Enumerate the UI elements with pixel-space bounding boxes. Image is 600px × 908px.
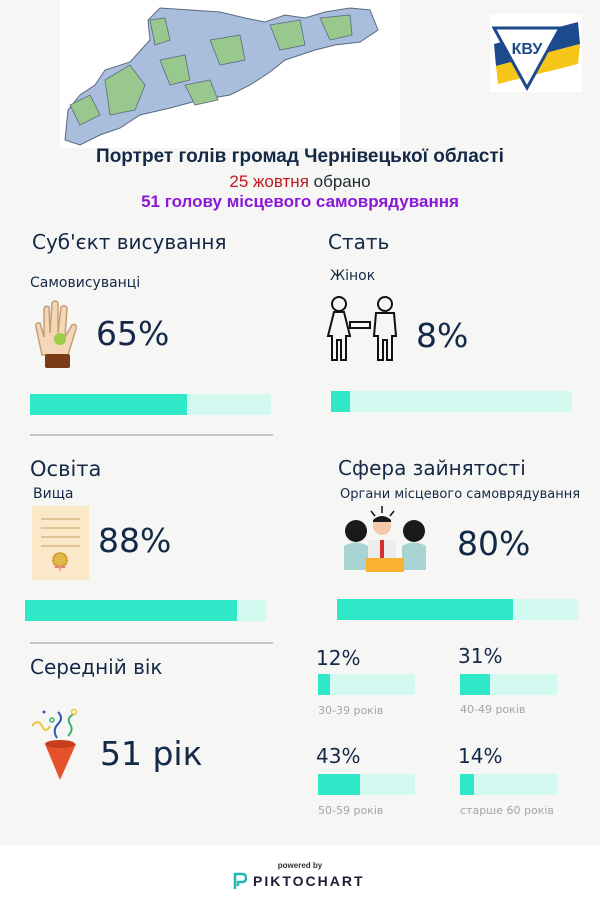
svg-text:КВУ: КВУ xyxy=(512,41,544,58)
age-group-progress-bar xyxy=(460,674,557,695)
age-group-value: 12% xyxy=(316,646,361,670)
employment-heading: Сфера зайнятості xyxy=(338,456,526,480)
raised-hand-icon xyxy=(32,297,82,373)
election-date-line: 25 жовтня обрано xyxy=(0,172,600,192)
employment-progress-fill xyxy=(337,599,513,620)
age-group-value: 14% xyxy=(458,744,503,768)
page-title: Портрет голів громад Чернівецької област… xyxy=(96,146,504,167)
divider xyxy=(30,642,273,644)
nomination-value: 65% xyxy=(96,314,170,353)
age-group-label: 50-59 років xyxy=(318,804,384,817)
nomination-progress-bar xyxy=(30,394,271,415)
footer xyxy=(0,846,600,908)
map-icon xyxy=(64,7,379,146)
education-progress-bar xyxy=(25,600,266,621)
employment-label: Органи місцевого самоврядування xyxy=(340,487,581,502)
piktochart-brand[interactable]: PIKTOCHART xyxy=(253,873,365,889)
election-date: 25 жовтня xyxy=(229,172,309,191)
region-map xyxy=(60,0,400,148)
gender-progress-bar xyxy=(331,391,572,412)
age-heading: Середній вік xyxy=(30,655,163,679)
piktochart-logo-icon xyxy=(233,872,248,890)
education-heading: Освіта xyxy=(30,457,102,481)
nomination-label: Самовисуванці xyxy=(30,275,141,291)
age-group-value: 43% xyxy=(316,744,361,768)
age-group-progress-fill xyxy=(318,774,360,795)
age-group-progress-bar xyxy=(318,674,415,695)
diploma-icon xyxy=(32,506,89,580)
age-group-value: 31% xyxy=(458,644,503,668)
powered-by-text: powered by xyxy=(277,861,323,870)
woman-man-icon xyxy=(326,296,406,366)
age-group-progress-bar xyxy=(460,774,557,795)
nomination-heading: Суб'єкт висування xyxy=(32,230,227,254)
elected-count: 51 голову місцевого самоврядування xyxy=(141,192,459,211)
age-group-label: 40-49 років xyxy=(460,703,526,716)
age-group-progress-fill xyxy=(460,774,474,795)
gender-progress-fill xyxy=(331,391,351,412)
employment-progress-bar xyxy=(337,599,578,620)
party-popper-icon xyxy=(30,708,90,782)
employment-value: 80% xyxy=(457,524,531,563)
kvu-logo: КВУ xyxy=(490,14,582,92)
gender-heading: Стать xyxy=(328,230,390,254)
logo-icon: КВУ xyxy=(491,22,580,92)
age-group-progress-bar xyxy=(318,774,415,795)
gender-value: 8% xyxy=(416,316,469,355)
nomination-progress-fill xyxy=(30,394,187,415)
age-group-label: 30-39 років xyxy=(318,704,384,717)
age-group-progress-fill xyxy=(460,674,491,695)
age-group-progress-fill xyxy=(318,674,330,695)
age-value: 51 рік xyxy=(100,734,203,773)
education-progress-fill xyxy=(25,600,238,621)
age-group-label: старше 60 років xyxy=(460,804,554,817)
divider xyxy=(30,434,273,436)
education-label: Вища xyxy=(33,486,74,502)
gender-label: Жінок xyxy=(330,268,376,284)
elected-text: обрано xyxy=(308,172,371,191)
meeting-people-icon xyxy=(342,506,428,576)
education-value: 88% xyxy=(98,521,172,560)
